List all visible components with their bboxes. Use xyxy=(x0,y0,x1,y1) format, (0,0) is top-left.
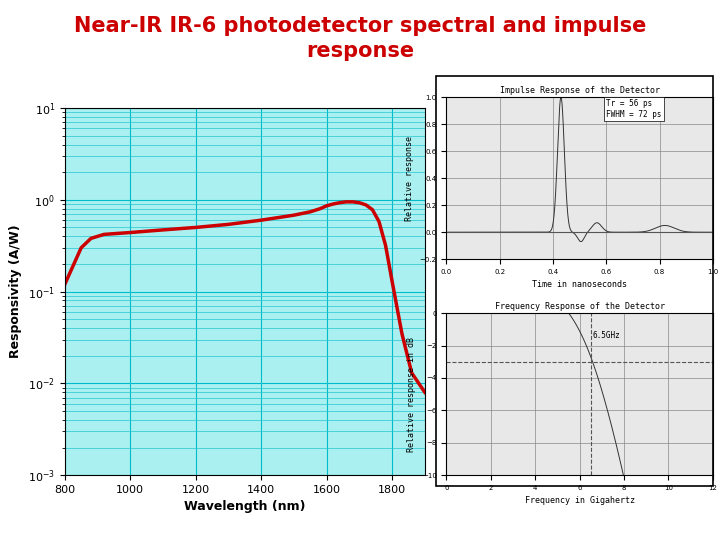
Y-axis label: Relative response in dB: Relative response in dB xyxy=(408,337,416,451)
Title: Impulse Response of the Detector: Impulse Response of the Detector xyxy=(500,86,660,95)
X-axis label: Frequency in Gigahertz: Frequency in Gigahertz xyxy=(525,496,634,505)
Title: Frequency Response of the Detector: Frequency Response of the Detector xyxy=(495,302,665,311)
Text: Near-IR IR-6 photodetector spectral and impulse
response: Near-IR IR-6 photodetector spectral and … xyxy=(74,16,646,61)
X-axis label: Wavelength (nm): Wavelength (nm) xyxy=(184,501,305,514)
Text: 6.5GHz: 6.5GHz xyxy=(593,330,621,340)
X-axis label: Time in nanoseconds: Time in nanoseconds xyxy=(532,280,627,289)
Text: Tr = 56 ps
FWHM = 72 ps: Tr = 56 ps FWHM = 72 ps xyxy=(606,99,662,119)
Y-axis label: Relative response: Relative response xyxy=(405,136,414,221)
Y-axis label: Responsivity (A/W): Responsivity (A/W) xyxy=(9,225,22,359)
